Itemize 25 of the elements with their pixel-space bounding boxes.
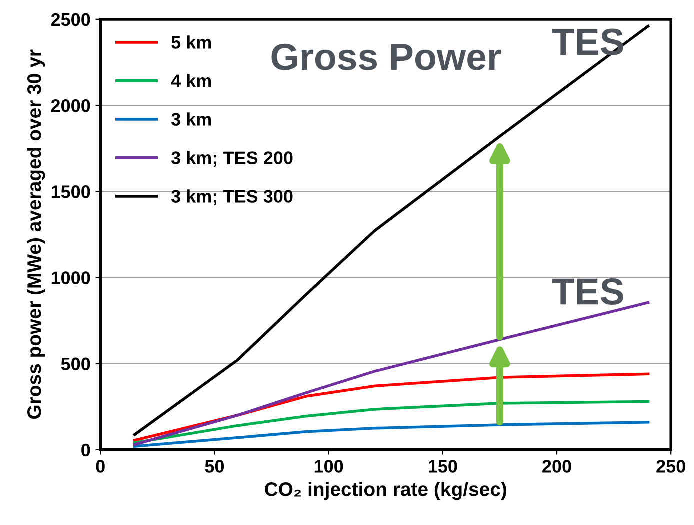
y-tick-label: 500 xyxy=(61,358,90,371)
x-axis-title: CO₂ injection rate (kg/sec) xyxy=(265,482,506,500)
legend-label: 3 km xyxy=(171,112,212,126)
x-tick-label: 150 xyxy=(428,460,458,473)
x-tick-label: 200 xyxy=(542,460,572,473)
x-tick-label: 100 xyxy=(314,460,344,473)
annotation: TES xyxy=(552,278,624,306)
annotation: TES xyxy=(552,28,624,56)
legend-label: 5 km xyxy=(172,36,212,49)
y-tick-label: 2000 xyxy=(51,99,90,112)
x-tick-label: 250 xyxy=(656,460,686,473)
line-series xyxy=(133,420,650,448)
line-series xyxy=(133,24,650,436)
x-tick-label: 0 xyxy=(96,460,105,473)
y-tick-label: 1500 xyxy=(52,186,90,198)
y-axis-title: Gross power (MWe) averaged over 30 yr xyxy=(26,50,46,420)
annotation: Gross Power xyxy=(272,44,501,70)
y-tick-label: 2500 xyxy=(51,13,90,26)
y-tick-label: 1000 xyxy=(52,272,90,284)
y-tick-label: 0 xyxy=(82,444,90,457)
legend-label: 3 km; TES 300 xyxy=(171,190,293,206)
x-tick-label: 50 xyxy=(205,460,224,473)
legend-label: 4 km xyxy=(171,74,212,88)
legend-label: 3 km; TES 200 xyxy=(171,151,293,168)
line-series xyxy=(133,400,650,444)
